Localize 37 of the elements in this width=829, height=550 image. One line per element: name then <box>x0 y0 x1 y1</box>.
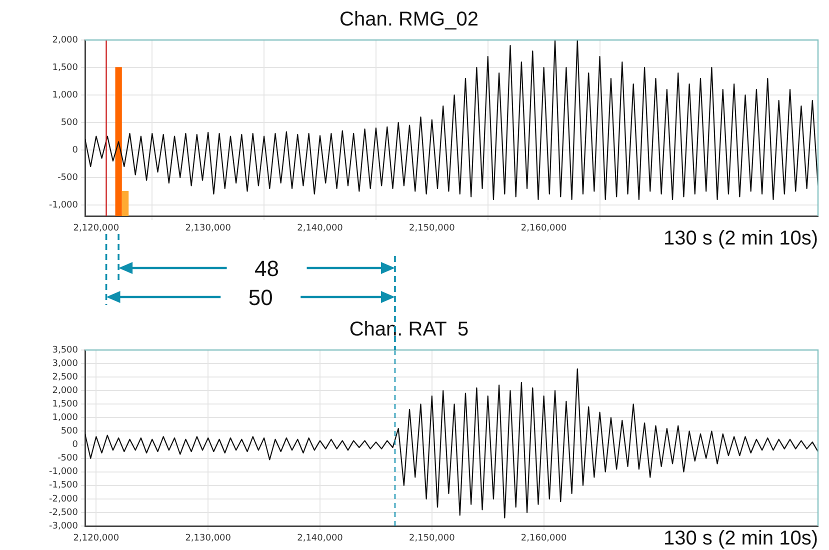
y-tick-label: 1,500 <box>52 62 78 73</box>
y-tick-label: -2,000 <box>48 494 78 504</box>
x-tick-label: 2,160,000 <box>520 224 567 234</box>
y-tick-label: 0 <box>72 145 78 156</box>
y-tick-label: -1,500 <box>48 480 78 491</box>
x-tick-label: 2,130,000 <box>185 224 232 234</box>
y-tick-label: -500 <box>58 172 78 183</box>
y-tick-label: 2,000 <box>52 386 78 396</box>
y-tick-label: 500 <box>60 426 78 437</box>
y-tick-label: 2,500 <box>52 372 78 382</box>
x-tick-label: 2,160,000 <box>520 534 567 544</box>
text: 50 <box>248 285 273 310</box>
y-tick-label: 3,500 <box>52 345 78 356</box>
x-tick-label: 2,120,000 <box>73 224 120 234</box>
x-tick-label: 2,140,000 <box>297 534 344 544</box>
x-tick-label: 2,150,000 <box>409 224 456 234</box>
text: 130 s (2 min 10s) <box>663 228 818 250</box>
text: 48 <box>254 256 280 281</box>
y-tick-label: -3,000 <box>48 521 78 532</box>
y-tick-label: -2,500 <box>48 508 78 518</box>
chart-title: Chan. RAT 5 <box>349 318 469 341</box>
x-tick-label: 2,130,000 <box>185 534 232 544</box>
x-tick-label: 2,150,000 <box>409 534 456 544</box>
y-tick-label: 1,000 <box>52 413 78 424</box>
y-tick-label: 0 <box>72 440 78 450</box>
text: 130 s (2 min 10s) <box>663 528 818 550</box>
y-tick-label: 3,000 <box>52 358 78 369</box>
y-tick-label: -1,000 <box>48 200 78 210</box>
y-tick-label: -1,000 <box>48 467 78 478</box>
y-tick-label: 1,500 <box>52 400 78 410</box>
y-tick-label: 2,000 <box>52 35 78 46</box>
y-tick-label: 1,000 <box>52 90 78 100</box>
y-tick-label: -500 <box>58 454 78 464</box>
chart-title: Chan. RMG_02 <box>340 8 478 31</box>
x-tick-label: 2,120,000 <box>73 534 120 544</box>
y-tick-label: 500 <box>60 118 78 128</box>
x-tick-label: 2,140,000 <box>297 224 344 234</box>
